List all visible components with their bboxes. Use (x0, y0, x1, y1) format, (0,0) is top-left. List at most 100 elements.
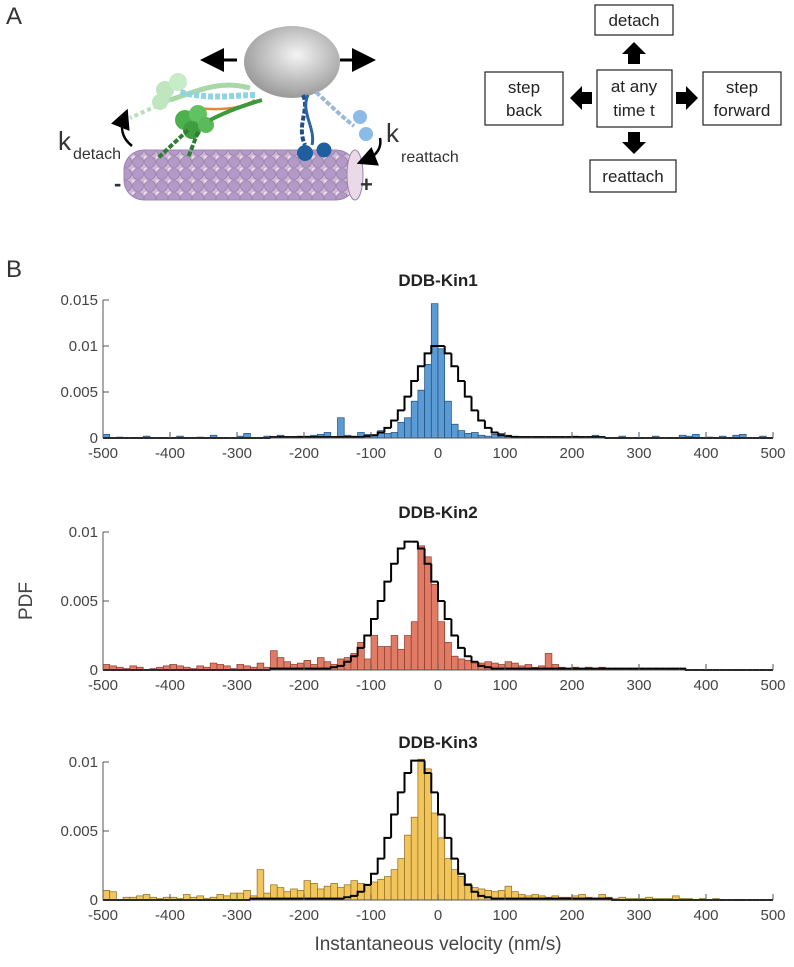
y-tick-label: 0.01 (69, 754, 98, 771)
model-step (343, 896, 351, 899)
bar (491, 433, 499, 439)
model-step (410, 759, 418, 774)
bar (343, 657, 352, 671)
model-step (349, 894, 358, 898)
chart-title: DDB-Kin1 (398, 271, 477, 290)
x-tick-label: -300 (222, 677, 252, 694)
bar (236, 892, 245, 901)
bar (370, 881, 379, 901)
y-tick-label: 0 (90, 662, 98, 679)
bar (477, 888, 486, 901)
y-tick-label: 0.005 (60, 384, 98, 401)
x-tick-label: 200 (559, 677, 584, 694)
model-step (383, 580, 392, 601)
bar (377, 646, 385, 671)
bar (270, 650, 278, 671)
node-label: step (508, 78, 540, 97)
model-step (343, 660, 351, 666)
y-tick-label: 0.01 (69, 524, 98, 541)
bar (464, 659, 472, 671)
bar (464, 433, 472, 439)
x-tick-label: -400 (155, 907, 185, 924)
x-tick-label: 100 (492, 445, 517, 462)
bar (363, 658, 372, 671)
arrow (622, 42, 646, 64)
x-tick-label: 500 (760, 907, 785, 924)
bar (410, 816, 419, 901)
bar (384, 876, 392, 901)
y-tick-label: 0.015 (60, 292, 98, 309)
x-tick-label: -500 (88, 907, 118, 924)
model-step (497, 432, 505, 437)
bar (229, 892, 238, 901)
polarity-label: - (114, 171, 121, 196)
model-step (450, 618, 459, 637)
node-label: at any (611, 77, 658, 96)
chart-title: DDB-Kin3 (398, 733, 477, 752)
model-step (396, 547, 405, 564)
model-step (490, 427, 499, 434)
model-step (390, 813, 398, 838)
bar (424, 364, 432, 439)
bar (303, 880, 312, 901)
model-step (457, 858, 465, 875)
model-step (490, 667, 499, 670)
bar (471, 887, 479, 901)
rate-subscript: reattach (401, 149, 459, 166)
y-axis-label: PDF (16, 582, 37, 620)
bar (397, 858, 405, 901)
x-tick-label: -400 (155, 677, 185, 694)
bar (404, 834, 412, 901)
chart-title: DDB-Kin2 (398, 503, 477, 522)
bar (363, 884, 372, 901)
node-label: time t (613, 101, 655, 120)
bar (417, 389, 425, 439)
bar (437, 621, 446, 671)
y-tick-label: 0.005 (60, 823, 98, 840)
model-step (336, 664, 345, 668)
arrow (676, 86, 698, 110)
bar (310, 883, 318, 901)
bar (357, 642, 365, 671)
microtubule (123, 149, 357, 201)
model-step (383, 426, 392, 433)
bar (404, 635, 412, 671)
x-tick-label: 300 (626, 445, 651, 462)
model-step (443, 814, 452, 839)
x-tick-label: 0 (434, 445, 442, 462)
bar (397, 422, 405, 439)
rate-label: k (58, 126, 72, 156)
x-tick-label: -200 (289, 445, 319, 462)
model-step (403, 772, 412, 793)
model-step (470, 884, 479, 893)
bar (209, 662, 218, 671)
bar (544, 653, 553, 671)
arrow (622, 132, 646, 154)
model-step (356, 646, 365, 657)
arrow (570, 86, 592, 110)
model-step (363, 435, 371, 438)
model-step (483, 420, 492, 429)
bar (451, 655, 459, 671)
node-box (702, 71, 782, 126)
x-tick-label: 500 (760, 445, 785, 462)
model-step (443, 601, 452, 620)
panel-label: A (6, 3, 22, 30)
bar (430, 303, 439, 439)
bar (256, 662, 265, 671)
rate-label: k (386, 118, 400, 148)
model-step (370, 872, 378, 885)
model-step (437, 792, 445, 816)
x-tick-label: 0 (434, 677, 442, 694)
bar (256, 869, 265, 901)
model-step (349, 655, 358, 662)
model-step (396, 791, 405, 815)
model-step (430, 773, 438, 794)
bar (437, 348, 446, 439)
model-step (356, 890, 365, 896)
x-tick-label: -200 (289, 907, 319, 924)
model-step (423, 352, 432, 367)
x-tick-label: 400 (693, 677, 718, 694)
rate-subscript: detach (73, 146, 121, 163)
